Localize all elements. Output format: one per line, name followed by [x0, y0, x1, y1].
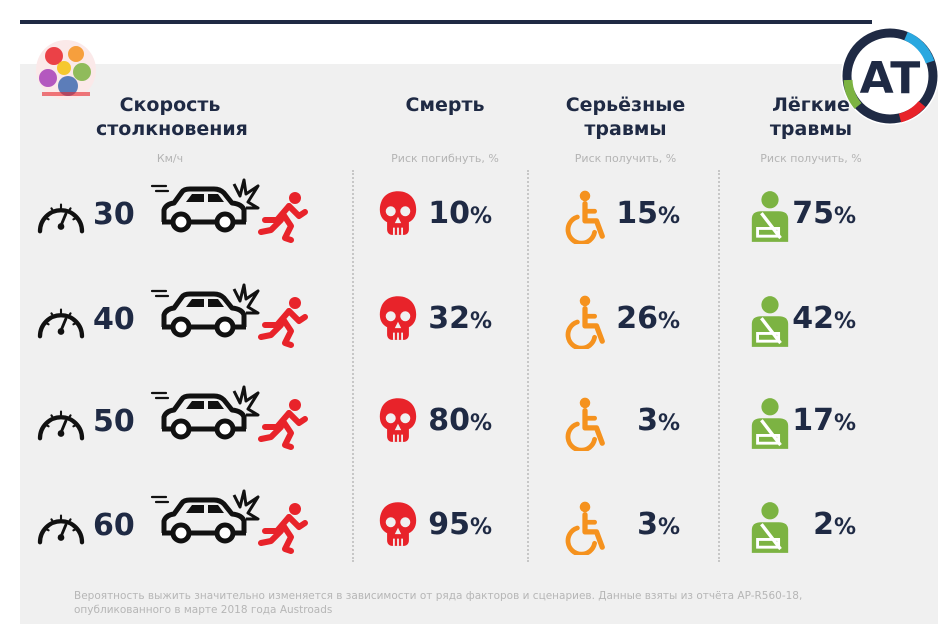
death-risk-value: 32%	[428, 301, 492, 336]
speed-unit: Км/ч	[156, 152, 184, 165]
light-column-title: Лёгкие травмы	[769, 94, 853, 140]
serious-subtitle: Риск получить, %	[574, 152, 677, 165]
falling-pedestrian-icon	[258, 397, 310, 451]
top-bar	[20, 20, 872, 24]
speed-value: 40	[93, 302, 135, 337]
footnote: Вероятность выжить значительно изменяетс…	[74, 590, 803, 616]
speed-value: 50	[93, 404, 135, 439]
car-crash-icon	[150, 281, 260, 345]
serious-column-title: Серьёзные травмы	[565, 94, 686, 140]
at-logo-icon: AT	[841, 27, 939, 125]
falling-pedestrian-icon	[258, 501, 310, 555]
car-crash-icon	[150, 176, 260, 240]
speedometer-icon	[34, 506, 88, 548]
death-risk-value: 10%	[428, 196, 492, 231]
city-logo-icon	[36, 40, 96, 100]
column-divider	[352, 170, 354, 562]
light-subtitle: Риск получить, %	[760, 152, 862, 165]
light-risk-value: 17%	[792, 403, 856, 438]
speedometer-icon	[34, 300, 88, 342]
light-risk-value: 42%	[792, 301, 856, 336]
death-column-title: Смерть	[405, 94, 485, 116]
death-subtitle: Риск погибнуть, %	[391, 152, 499, 165]
death-risk-value: 80%	[428, 403, 492, 438]
death-risk-value: 95%	[428, 507, 492, 542]
serious-risk-value: 3%	[637, 507, 680, 542]
column-divider	[527, 170, 529, 562]
speedometer-icon	[34, 195, 88, 237]
light-risk-value: 75%	[792, 196, 856, 231]
serious-risk-value: 26%	[616, 301, 680, 336]
speed-value: 30	[93, 197, 135, 232]
falling-pedestrian-icon	[258, 190, 310, 244]
speed-column-title: Скорость столкновения	[96, 94, 248, 140]
falling-pedestrian-icon	[258, 295, 310, 349]
serious-risk-value: 3%	[637, 403, 680, 438]
car-crash-icon	[150, 383, 260, 447]
speed-value: 60	[93, 508, 135, 543]
light-risk-value: 2%	[813, 507, 856, 542]
speedometer-icon	[34, 402, 88, 444]
serious-risk-value: 15%	[616, 196, 680, 231]
column-divider	[718, 170, 720, 562]
car-crash-icon	[150, 487, 260, 551]
at-logo-text: AT	[860, 53, 921, 104]
